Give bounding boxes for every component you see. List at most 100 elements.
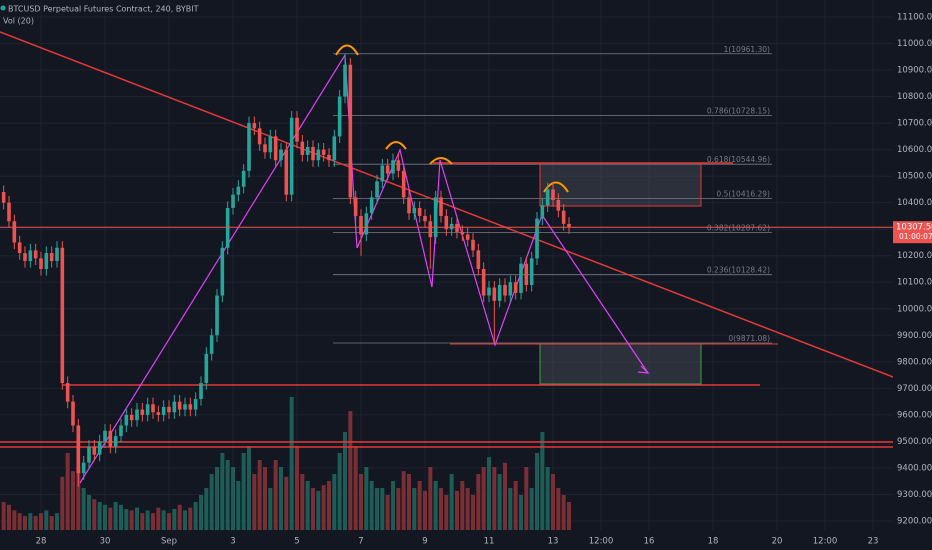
volume-bar <box>177 504 182 530</box>
arrow-head <box>637 365 650 374</box>
chart-title: BTCUSD Perpetual Futures Contract, 240, … <box>8 5 199 14</box>
volume-bar <box>1 502 6 530</box>
volume-bar <box>364 467 369 530</box>
x-tick-label: 28 <box>36 537 47 547</box>
volume-bar <box>449 474 454 530</box>
candle-body <box>60 247 65 384</box>
volume-bar <box>49 516 54 530</box>
x-tick-label: 9 <box>422 537 427 547</box>
candle-body <box>471 239 475 251</box>
fib-label: 0(9871.08) <box>728 334 770 343</box>
top-marker <box>385 141 407 150</box>
candle-body <box>519 263 523 293</box>
volume-bar <box>87 495 91 530</box>
volume-bar <box>108 507 113 530</box>
candle-body <box>540 205 545 219</box>
volume-bar <box>156 507 161 530</box>
candle-body <box>188 404 193 410</box>
volume-bar <box>97 502 102 530</box>
x-tick-label: 30 <box>100 537 111 547</box>
volume-bar <box>17 513 22 530</box>
y-tick-label: 11000.00 <box>897 39 932 49</box>
y-tick-label: 9900.00 <box>897 331 932 341</box>
last-price-label: 10307.50 <box>896 223 932 233</box>
y-tick-label: 9700.00 <box>897 384 932 394</box>
volume-bar <box>380 488 385 530</box>
y-tick-label: 9400.00 <box>897 463 932 473</box>
x-tick-label: 23 <box>868 537 879 547</box>
y-tick-label: 10100.00 <box>897 278 932 288</box>
volume-bar <box>428 467 433 530</box>
volume-bar <box>151 513 155 530</box>
volume-bar <box>359 474 363 530</box>
candle-body <box>449 223 454 230</box>
candle-body <box>487 287 491 296</box>
volume-bar <box>167 513 171 530</box>
candle-body <box>561 210 566 224</box>
volume-bar <box>524 467 529 530</box>
candle-body <box>375 181 379 198</box>
candle-body <box>513 282 518 293</box>
candle-body <box>33 250 38 259</box>
candle-body <box>343 64 347 97</box>
volume-bar <box>471 495 475 530</box>
candle-body <box>145 404 150 415</box>
candle-body <box>119 425 123 437</box>
y-tick-label: 9800.00 <box>897 357 932 367</box>
volume-bar <box>225 460 230 530</box>
volume-bar <box>332 474 337 530</box>
candle-body <box>524 263 529 285</box>
volume-bar <box>311 488 315 530</box>
y-tick-label: 9300.00 <box>897 490 932 500</box>
candle-body <box>273 136 278 161</box>
candle-body <box>113 436 118 447</box>
candle-body <box>567 223 571 228</box>
volume-bar <box>23 516 27 530</box>
candle-body <box>252 123 257 129</box>
candle-body <box>332 136 337 161</box>
volume-bar <box>567 502 571 530</box>
volume-bar <box>327 481 331 530</box>
volume-bar <box>540 432 545 530</box>
candle-body <box>497 284 502 301</box>
candle-body <box>284 149 289 195</box>
volume-bar <box>231 467 235 530</box>
y-tick-label: 10600.00 <box>897 145 932 155</box>
candle-body <box>364 213 369 235</box>
volume-bar <box>119 504 123 530</box>
candle-body <box>556 200 561 211</box>
candle-body <box>17 242 22 254</box>
candle-body <box>231 194 235 208</box>
y-tick-label: 10000.00 <box>897 304 932 314</box>
volume-bar <box>92 499 97 530</box>
candle-body <box>129 414 134 421</box>
candle-body <box>327 154 331 161</box>
candle-body <box>396 160 401 171</box>
resistance-box <box>539 162 702 207</box>
candle-body <box>353 197 358 216</box>
indicator-label: Vol (20) <box>3 17 34 26</box>
volume-bar <box>321 485 326 530</box>
volume-bar <box>407 474 411 530</box>
x-tick-label: 18 <box>708 537 719 547</box>
volume-bar <box>353 446 358 530</box>
candle-body <box>412 207 417 214</box>
candle-body <box>92 446 97 455</box>
candle-body <box>23 253 27 262</box>
candle-body <box>465 234 470 240</box>
candle-body <box>167 406 171 413</box>
volume-bar <box>279 467 283 530</box>
x-tick-label: 16 <box>644 537 655 547</box>
x-tick-label: 5 <box>294 537 299 547</box>
volume-bar <box>295 446 299 530</box>
volume-bar <box>209 474 214 530</box>
volume-bar <box>375 488 379 530</box>
candle-body <box>124 414 129 426</box>
target-box <box>539 343 702 385</box>
candle-body <box>316 149 321 161</box>
volume-bar <box>412 488 417 530</box>
x-tick-label: 12:00 <box>589 537 614 547</box>
fib-label: 1(10961.30) <box>724 45 770 54</box>
top-marker <box>543 181 569 193</box>
